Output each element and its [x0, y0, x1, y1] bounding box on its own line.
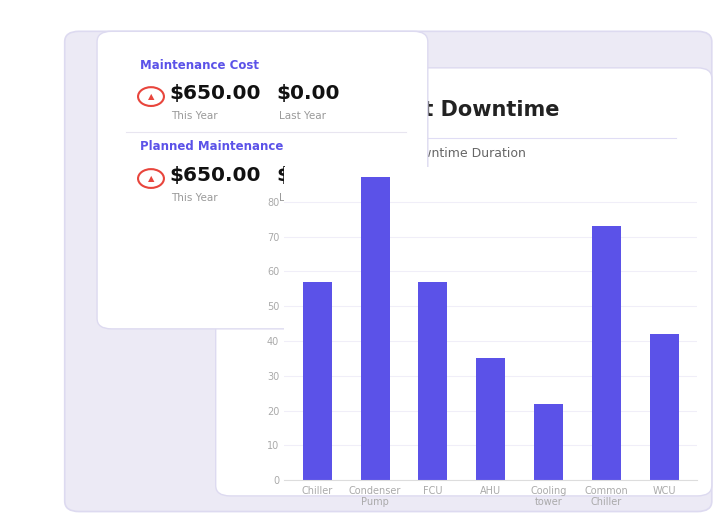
Text: Maintenance Cost: Maintenance Cost	[140, 59, 260, 72]
Text: ▲: ▲	[147, 174, 155, 183]
Text: $650.00: $650.00	[169, 85, 260, 103]
Text: Downtime Duration: Downtime Duration	[404, 148, 526, 160]
Bar	[534, 404, 563, 480]
Text: Last Year: Last Year	[279, 193, 326, 204]
Bar	[592, 226, 620, 480]
Text: $0.00: $0.00	[277, 85, 340, 103]
Text: Asset Downtime: Asset Downtime	[368, 100, 559, 120]
Text: Last Year: Last Year	[279, 111, 326, 122]
Bar	[361, 177, 390, 480]
Bar	[418, 282, 447, 480]
Text: This Year: This Year	[171, 193, 218, 204]
FancyBboxPatch shape	[65, 31, 712, 512]
Text: $650.00: $650.00	[169, 167, 260, 185]
Bar	[650, 334, 679, 480]
Bar	[303, 282, 331, 480]
Bar	[476, 359, 505, 480]
Text: Planned Maintenance: Planned Maintenance	[140, 140, 283, 152]
Text: This Year: This Year	[171, 111, 218, 122]
Text: $0.00: $0.00	[277, 167, 340, 185]
FancyBboxPatch shape	[97, 31, 428, 329]
FancyBboxPatch shape	[216, 68, 712, 496]
Text: ▲: ▲	[147, 92, 155, 101]
